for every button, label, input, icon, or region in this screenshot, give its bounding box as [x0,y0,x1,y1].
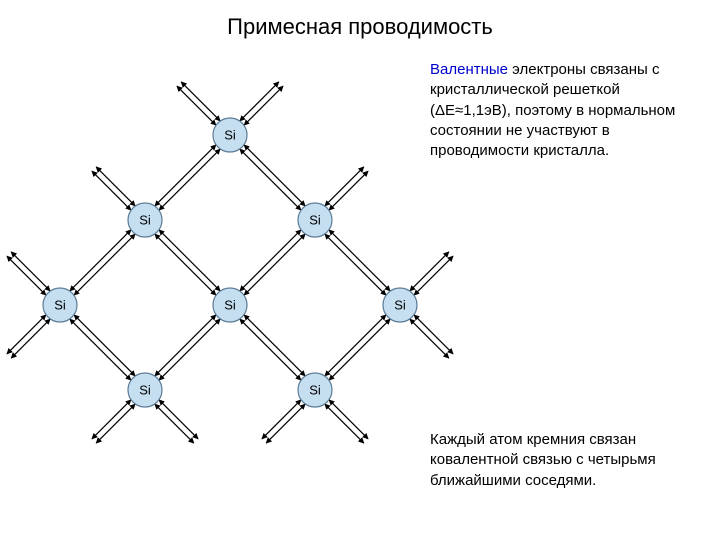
atom-label: Si [309,382,321,397]
atom-label: Si [224,127,236,142]
atom-label: Si [54,297,66,312]
atom-label: Si [309,212,321,227]
atom-label: Si [139,212,151,227]
lattice-diagram: Si Si Si Si Si Si Si Si [0,0,720,540]
atom-label: Si [224,297,236,312]
atom-label: Si [139,382,151,397]
atom-label: Si [394,297,406,312]
